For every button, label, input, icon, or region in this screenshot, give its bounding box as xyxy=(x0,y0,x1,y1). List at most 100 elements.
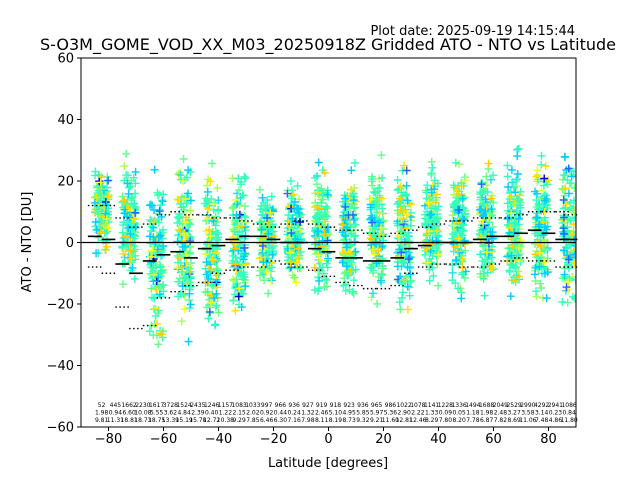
bin-mean-label: 0.09 xyxy=(439,410,453,417)
bin-std-label: 7.98 xyxy=(301,417,315,424)
bin-mean-label: 5.10 xyxy=(329,410,343,417)
bin-std-label: 9.21 xyxy=(370,417,384,424)
bin-std-label: 8.69 xyxy=(507,417,521,424)
bin-count-label: 1078 xyxy=(410,402,425,409)
bin-count-label: 923 xyxy=(343,402,355,409)
bin-count-label: 966 xyxy=(275,402,287,409)
bin-mean-label: 2.46 xyxy=(315,410,329,417)
bin-mean-label: 2.48 xyxy=(494,410,508,417)
bin-count-label: 1022 xyxy=(396,402,411,409)
bin-mean-label: 6.60 xyxy=(122,410,136,417)
x-tick-label: 80 xyxy=(540,432,557,447)
bin-std-label: 8.29 xyxy=(425,417,439,424)
bin-mean-label: 2.15 xyxy=(232,410,246,417)
x-tick-label: −60 xyxy=(150,432,177,447)
bin-mean-label: 2.39 xyxy=(191,410,205,417)
bin-mean-label: 1.33 xyxy=(425,410,439,417)
bin-mean-label: 5.36 xyxy=(384,410,398,417)
bin-count-label: 2941 xyxy=(548,402,563,409)
x-tick-label: 20 xyxy=(375,432,392,447)
bin-std-label: 12.81 xyxy=(396,417,413,424)
bin-mean-label: 3.58 xyxy=(521,410,535,417)
bin-std-label: 7.85 xyxy=(246,417,260,424)
bin-count-label: 997 xyxy=(261,402,273,409)
bin-count-label: 1336 xyxy=(451,402,466,409)
bin-mean-label: 2.02 xyxy=(246,410,260,417)
bin-count-label: 965 xyxy=(371,402,383,409)
bin-std-label: 8.11 xyxy=(315,417,329,424)
x-tick-label: 60 xyxy=(485,432,502,447)
y-tick-label: −40 xyxy=(47,359,74,374)
bin-mean-label: 1.32 xyxy=(301,410,315,417)
x-tick-label: −40 xyxy=(205,432,232,447)
bin-count-label: 918 xyxy=(330,402,342,409)
bin-count-label: 1083 xyxy=(231,402,246,409)
chart-title: S-O3M_GOME_VOD_XX_M03_20250918Z Gridded … xyxy=(40,35,616,55)
scatter-points xyxy=(90,144,576,349)
bin-count-label: 2049 xyxy=(493,402,508,409)
bin-count-label: 2230 xyxy=(135,402,150,409)
x-tick-label: −20 xyxy=(260,432,287,447)
bin-mean-label: 3.27 xyxy=(507,410,521,417)
bin-std-label: 18.81 xyxy=(121,417,138,424)
bin-count-label: 1524 xyxy=(176,402,191,409)
bin-std-label: 7.78 xyxy=(466,417,480,424)
bin-std-label: 9.81 xyxy=(95,417,109,424)
bin-std-label: 15.78 xyxy=(189,417,206,424)
bin-std-label: 6.46 xyxy=(260,417,274,424)
x-axis-label: Latitude [degrees] xyxy=(268,456,388,471)
bin-std-label: 11.06 xyxy=(519,417,536,424)
bin-count-label: 1141 xyxy=(424,402,439,409)
y-axis: −60 −40 −20 0 20 40 60 xyxy=(47,52,81,436)
bin-count-label: 445 xyxy=(110,402,122,409)
bin-mean-label: 1.98 xyxy=(480,410,494,417)
bin-std-label: 11.60 xyxy=(382,417,399,424)
bin-std-label: 8.20 xyxy=(452,417,466,424)
bin-std-label: 4.86 xyxy=(549,417,563,424)
y-tick-label: 60 xyxy=(57,52,74,67)
bin-count-label: 1033 xyxy=(245,402,260,409)
scatter-marker-set xyxy=(96,166,573,314)
bin-count-label: 1688 xyxy=(479,402,494,409)
bin-mean-label: 0.92 xyxy=(260,410,274,417)
bin-count-label: 4292 xyxy=(534,402,549,409)
bin-count-label: 2529 xyxy=(506,402,521,409)
x-axis: −80 −60 −40 −20 0 20 40 60 80 xyxy=(95,427,557,447)
scatter-marker-set xyxy=(91,159,570,339)
bin-std-label: 9.29 xyxy=(232,417,246,424)
bin-mean-label: 3.14 xyxy=(535,410,549,417)
mean-markers xyxy=(87,229,578,275)
bin-std-label: 18.73 xyxy=(134,417,151,424)
bin-std-label: 18.75 xyxy=(148,417,165,424)
bin-mean-label: 0.05 xyxy=(452,410,466,417)
bin-std-label: 8.19 xyxy=(329,417,343,424)
bin-count-label: 2435 xyxy=(190,402,205,409)
bin-mean-label: 0.44 xyxy=(274,410,288,417)
bin-mean-label: 2.22 xyxy=(411,410,425,417)
bin-mean-label: 4.95 xyxy=(342,410,356,417)
bin-mean-label: 0.40 xyxy=(205,410,219,417)
bin-std-label: 12.72 xyxy=(203,417,220,424)
bin-mean-label: 1.18 xyxy=(466,410,480,417)
bin-mean-label: 4.84 xyxy=(177,410,191,417)
bin-std-label: 7.80 xyxy=(439,417,453,424)
bin-count-label: 2990 xyxy=(520,402,535,409)
bin-std-label: 15.19 xyxy=(176,417,193,424)
x-tick-label: −80 xyxy=(95,432,122,447)
x-tick-label: 40 xyxy=(430,432,447,447)
y-tick-label: 0 xyxy=(66,236,74,251)
bin-mean-label: 0.23 xyxy=(549,410,563,417)
bin-mean-label: 1.22 xyxy=(219,410,233,417)
bin-count-label: 1617 xyxy=(149,402,164,409)
bin-count-label: 3728 xyxy=(163,402,178,409)
y-tick-label: −20 xyxy=(47,298,74,313)
bin-std-label: 11.80 xyxy=(561,417,578,424)
y-axis-label: ATO - NTO [DU] xyxy=(20,192,35,293)
bin-std-label: 7.16 xyxy=(287,417,301,424)
bin-std-label: 10.38 xyxy=(217,417,234,424)
bin-std-label: 8.73 xyxy=(342,417,356,424)
bin-count-label: 927 xyxy=(302,402,314,409)
bin-count-label: 936 xyxy=(288,402,300,409)
bin-std-label: 12.46 xyxy=(409,417,426,424)
bin-std-label: 7.48 xyxy=(535,417,549,424)
